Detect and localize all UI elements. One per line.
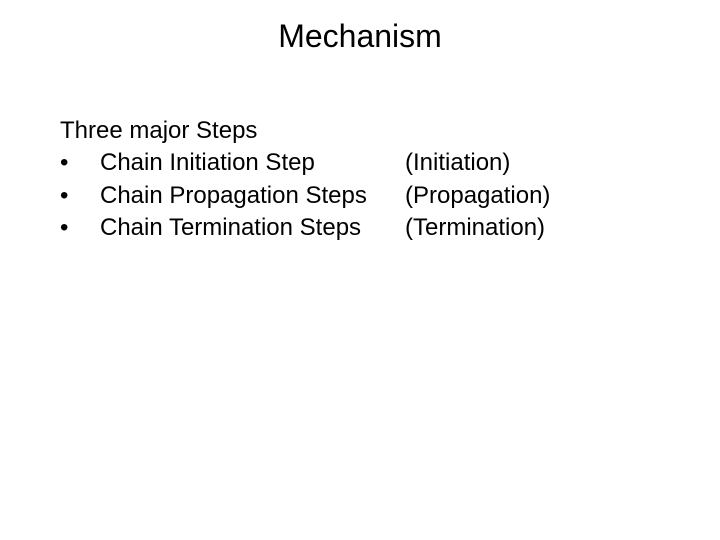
slide-content: Three major Steps • Chain Initiation Ste…	[0, 115, 720, 245]
bullet-paren: (Termination)	[405, 212, 545, 244]
bullet-marker-icon: •	[60, 212, 100, 244]
bullet-row: • Chain Initiation Step (Initiation)	[60, 147, 720, 179]
bullet-paren: (Initiation)	[405, 147, 510, 179]
bullet-row: • Chain Termination Steps (Termination)	[60, 212, 720, 244]
bullet-marker-icon: •	[60, 147, 100, 179]
intro-text: Three major Steps	[60, 115, 720, 147]
bullet-row: • Chain Propagation Steps (Propagation)	[60, 180, 720, 212]
bullet-paren: (Propagation)	[405, 180, 550, 212]
slide-title: Mechanism	[0, 18, 720, 55]
bullet-text: Chain Propagation Steps	[100, 180, 405, 212]
bullet-marker-icon: •	[60, 180, 100, 212]
bullet-text: Chain Initiation Step	[100, 147, 405, 179]
bullet-text: Chain Termination Steps	[100, 212, 405, 244]
slide: Mechanism Three major Steps • Chain Init…	[0, 0, 720, 540]
